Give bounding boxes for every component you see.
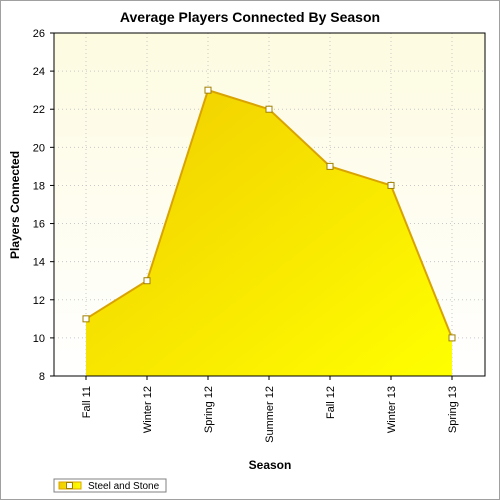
series-area-fill xyxy=(86,90,452,377)
y-axis-title: Players Connected xyxy=(8,151,22,259)
data-point-marker xyxy=(204,86,212,94)
x-tick-label: Summer 12 xyxy=(264,386,276,443)
legend: Steel and Stone xyxy=(53,478,167,493)
x-tick-label: Spring 12 xyxy=(203,386,215,433)
data-point-marker xyxy=(82,315,90,323)
data-point-marker xyxy=(326,162,334,170)
data-point-marker xyxy=(265,105,273,113)
y-tick-label: 20 xyxy=(33,142,45,154)
x-tick-label: Fall 11 xyxy=(81,386,93,418)
series-markers xyxy=(82,86,456,342)
y-tick-label: 18 xyxy=(33,180,45,192)
y-tick-label: 16 xyxy=(33,219,45,231)
y-tick-label: 8 xyxy=(39,371,45,383)
chart-title: Average Players Connected By Season xyxy=(120,9,380,25)
y-tick-label: 14 xyxy=(33,257,45,269)
legend-box xyxy=(53,478,167,493)
y-axis-ticks: 8 10 12 14 16 18 20 22 24 26 xyxy=(33,28,54,383)
legend-marker-icon xyxy=(66,482,73,489)
x-tick-label: Winter 13 xyxy=(386,386,398,433)
data-point-marker xyxy=(448,334,456,342)
x-axis-ticks: Fall 11 Winter 12 Spring 12 Summer 12 Fall 1… xyxy=(81,376,459,443)
x-axis-title: Season xyxy=(249,458,292,472)
y-tick-label: 10 xyxy=(33,333,45,345)
y-tick-label: 26 xyxy=(33,28,45,40)
data-point-marker xyxy=(143,277,151,285)
y-tick-label: 22 xyxy=(33,104,45,116)
x-tick-label: Spring 13 xyxy=(447,386,459,433)
x-tick-label: Fall 12 xyxy=(325,386,337,419)
x-tick-label: Winter 12 xyxy=(142,386,154,433)
y-tick-label: 24 xyxy=(33,66,45,78)
data-point-marker xyxy=(387,181,395,189)
y-tick-label: 12 xyxy=(33,295,45,307)
legend-label: Steel and Stone xyxy=(88,481,160,492)
